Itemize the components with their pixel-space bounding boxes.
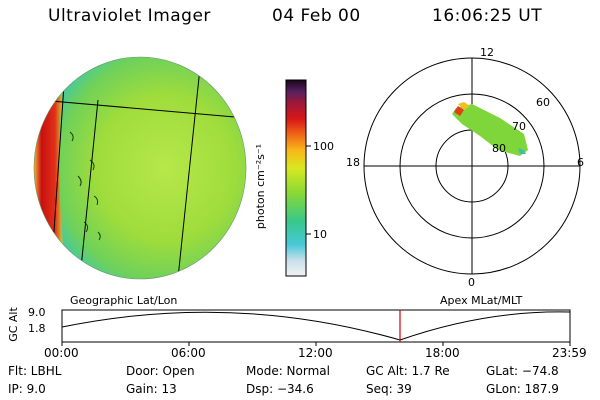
status-mode: Mode: Normal [246, 364, 330, 378]
mlt-label-12: 12 [480, 46, 494, 59]
alt-xtick-0600: 06:00 [171, 346, 206, 360]
colorbar-tick-100: 100 [313, 140, 334, 153]
globe-caption: Geographic Lat/Lon [70, 294, 178, 307]
polar-mlt-plot [363, 57, 581, 275]
status-glon: GLon: 187.9 [486, 382, 559, 396]
status-seq: Seq: 39 [366, 382, 412, 396]
instrument-title: Ultraviolet Imager [48, 6, 211, 26]
alt-xtick-1800: 18:00 [425, 346, 460, 360]
status-glat: GLat: −74.8 [486, 364, 559, 378]
status-gc-alt: GC Alt: 1.7 Re [366, 364, 450, 378]
alt-xtick-1200: 12:00 [298, 346, 333, 360]
altitude-plot [61, 309, 571, 346]
auroral-oval [452, 102, 528, 156]
polar-caption: Apex MLat/MLT [440, 294, 523, 307]
status-dsp: Dsp: −34.6 [246, 382, 314, 396]
alt-xtick-2359: 23:59 [552, 346, 587, 360]
image-time: 16:06:25 UT [432, 6, 543, 26]
status-door: Door: Open [126, 364, 195, 378]
mlat-label-70: 70 [512, 120, 526, 133]
colorbar-tick-10: 10 [313, 228, 327, 241]
status-gain: Gain: 13 [126, 382, 177, 396]
status-ip: IP: 9.0 [8, 382, 46, 396]
mlt-label-0: 0 [468, 276, 475, 289]
status-filter: Flt: LBHL [8, 364, 62, 378]
colorbar-unit-label: photon cm⁻²s⁻¹ [254, 143, 268, 230]
image-date: 04 Feb 00 [272, 6, 361, 26]
mlt-label-6: 6 [577, 156, 584, 169]
alt-ytick-9: 9.0 [28, 306, 46, 319]
alt-ytick-1.8: 1.8 [28, 322, 46, 335]
intensity-colorbar [285, 79, 311, 277]
mlat-label-80: 80 [492, 142, 506, 155]
mlat-label-60: 60 [536, 96, 550, 109]
alt-ylabel: GC Alt [6, 307, 20, 342]
alt-xtick-0000: 00:00 [44, 346, 79, 360]
mlt-label-18: 18 [346, 156, 360, 169]
uv-globe-image [33, 56, 247, 280]
